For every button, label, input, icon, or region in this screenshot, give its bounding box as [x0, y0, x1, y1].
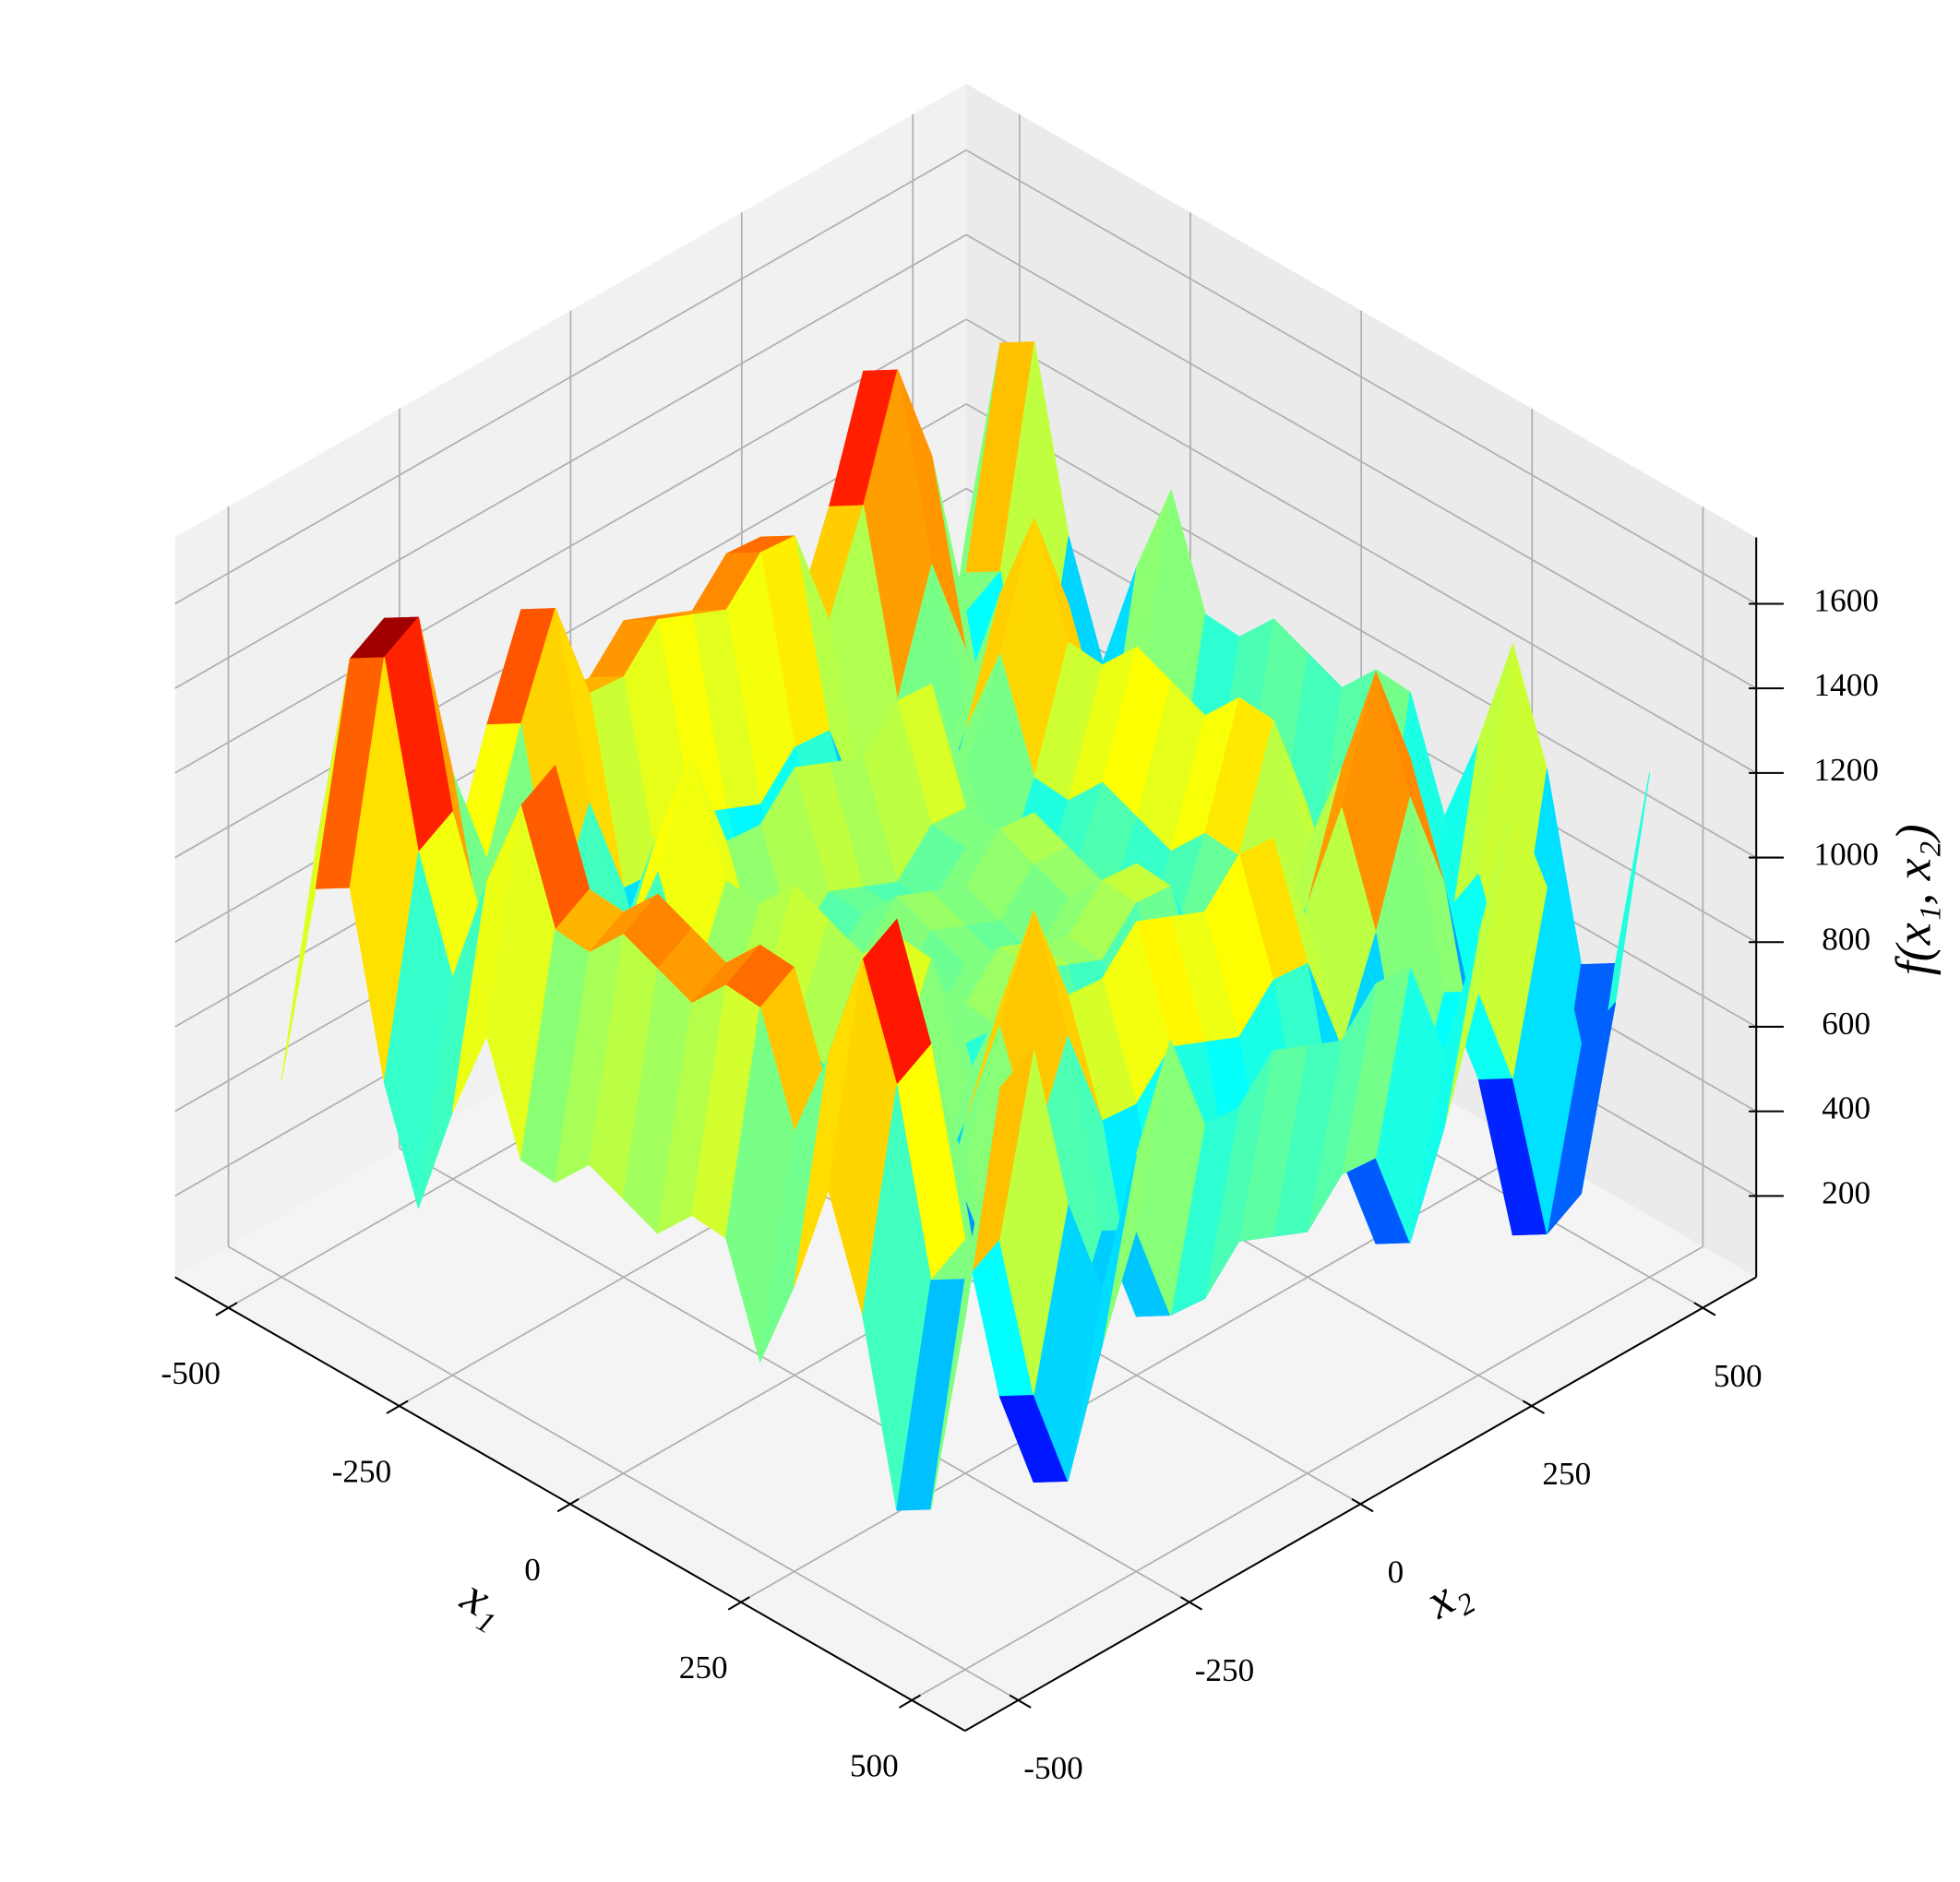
grid-line	[174, 233, 967, 689]
x-tick-label: 0	[524, 1552, 541, 1588]
y-tick-label: 250	[1542, 1456, 1591, 1492]
z-tick-label: 1400	[1814, 667, 1879, 703]
tick-mark	[215, 1302, 238, 1316]
z-tick-label: 1000	[1814, 837, 1879, 873]
tick-mark	[1351, 1497, 1374, 1513]
surface-patch	[930, 1088, 1000, 1510]
z-tick-label: 1200	[1814, 752, 1879, 788]
y-tick-label: 500	[1714, 1358, 1763, 1394]
grid-line	[174, 403, 967, 859]
x-tick-label: 500	[850, 1747, 899, 1783]
y-tick-label: 0	[1388, 1554, 1404, 1590]
tick-mark	[1522, 1400, 1545, 1414]
x-tick-label: 250	[679, 1650, 728, 1685]
x-axis-label: x₁	[452, 1567, 515, 1636]
grid-line	[399, 1148, 1190, 1603]
grid-line	[965, 318, 1757, 774]
tick-mark	[1180, 1596, 1203, 1611]
grid-line	[965, 149, 1757, 605]
grid-line	[965, 233, 1757, 689]
x-tick-label: -500	[161, 1355, 221, 1391]
y-tick-label: -250	[1195, 1652, 1255, 1688]
z-tick-label: 800	[1822, 921, 1870, 957]
z-tick-label: 1600	[1814, 583, 1879, 619]
grid-line	[174, 149, 967, 605]
tick-mark	[1693, 1302, 1716, 1316]
tick-mark	[386, 1400, 409, 1414]
y-tick-label: -500	[1023, 1750, 1083, 1786]
grid-line	[965, 403, 1757, 859]
y-axis-label: x₂	[1416, 1561, 1478, 1629]
z-axis-label: f(x₁, x₂)	[1886, 824, 1942, 975]
tick-mark	[1009, 1694, 1032, 1709]
z-tick-label: 200	[1822, 1174, 1870, 1210]
x-tick-label: -250	[332, 1453, 392, 1489]
tick-mark	[898, 1694, 921, 1709]
axes: -500 -250 0 250 500 -500 -250 0 250 500 200 400 600 8…	[161, 537, 1879, 1786]
surface	[281, 341, 1651, 1511]
tick-mark	[727, 1596, 750, 1611]
z-tick-label: 400	[1822, 1090, 1870, 1126]
z-tick-label: 600	[1822, 1006, 1870, 1042]
grid-line	[174, 318, 967, 774]
tick-mark	[556, 1497, 580, 1513]
grid-line	[228, 1245, 1020, 1701]
